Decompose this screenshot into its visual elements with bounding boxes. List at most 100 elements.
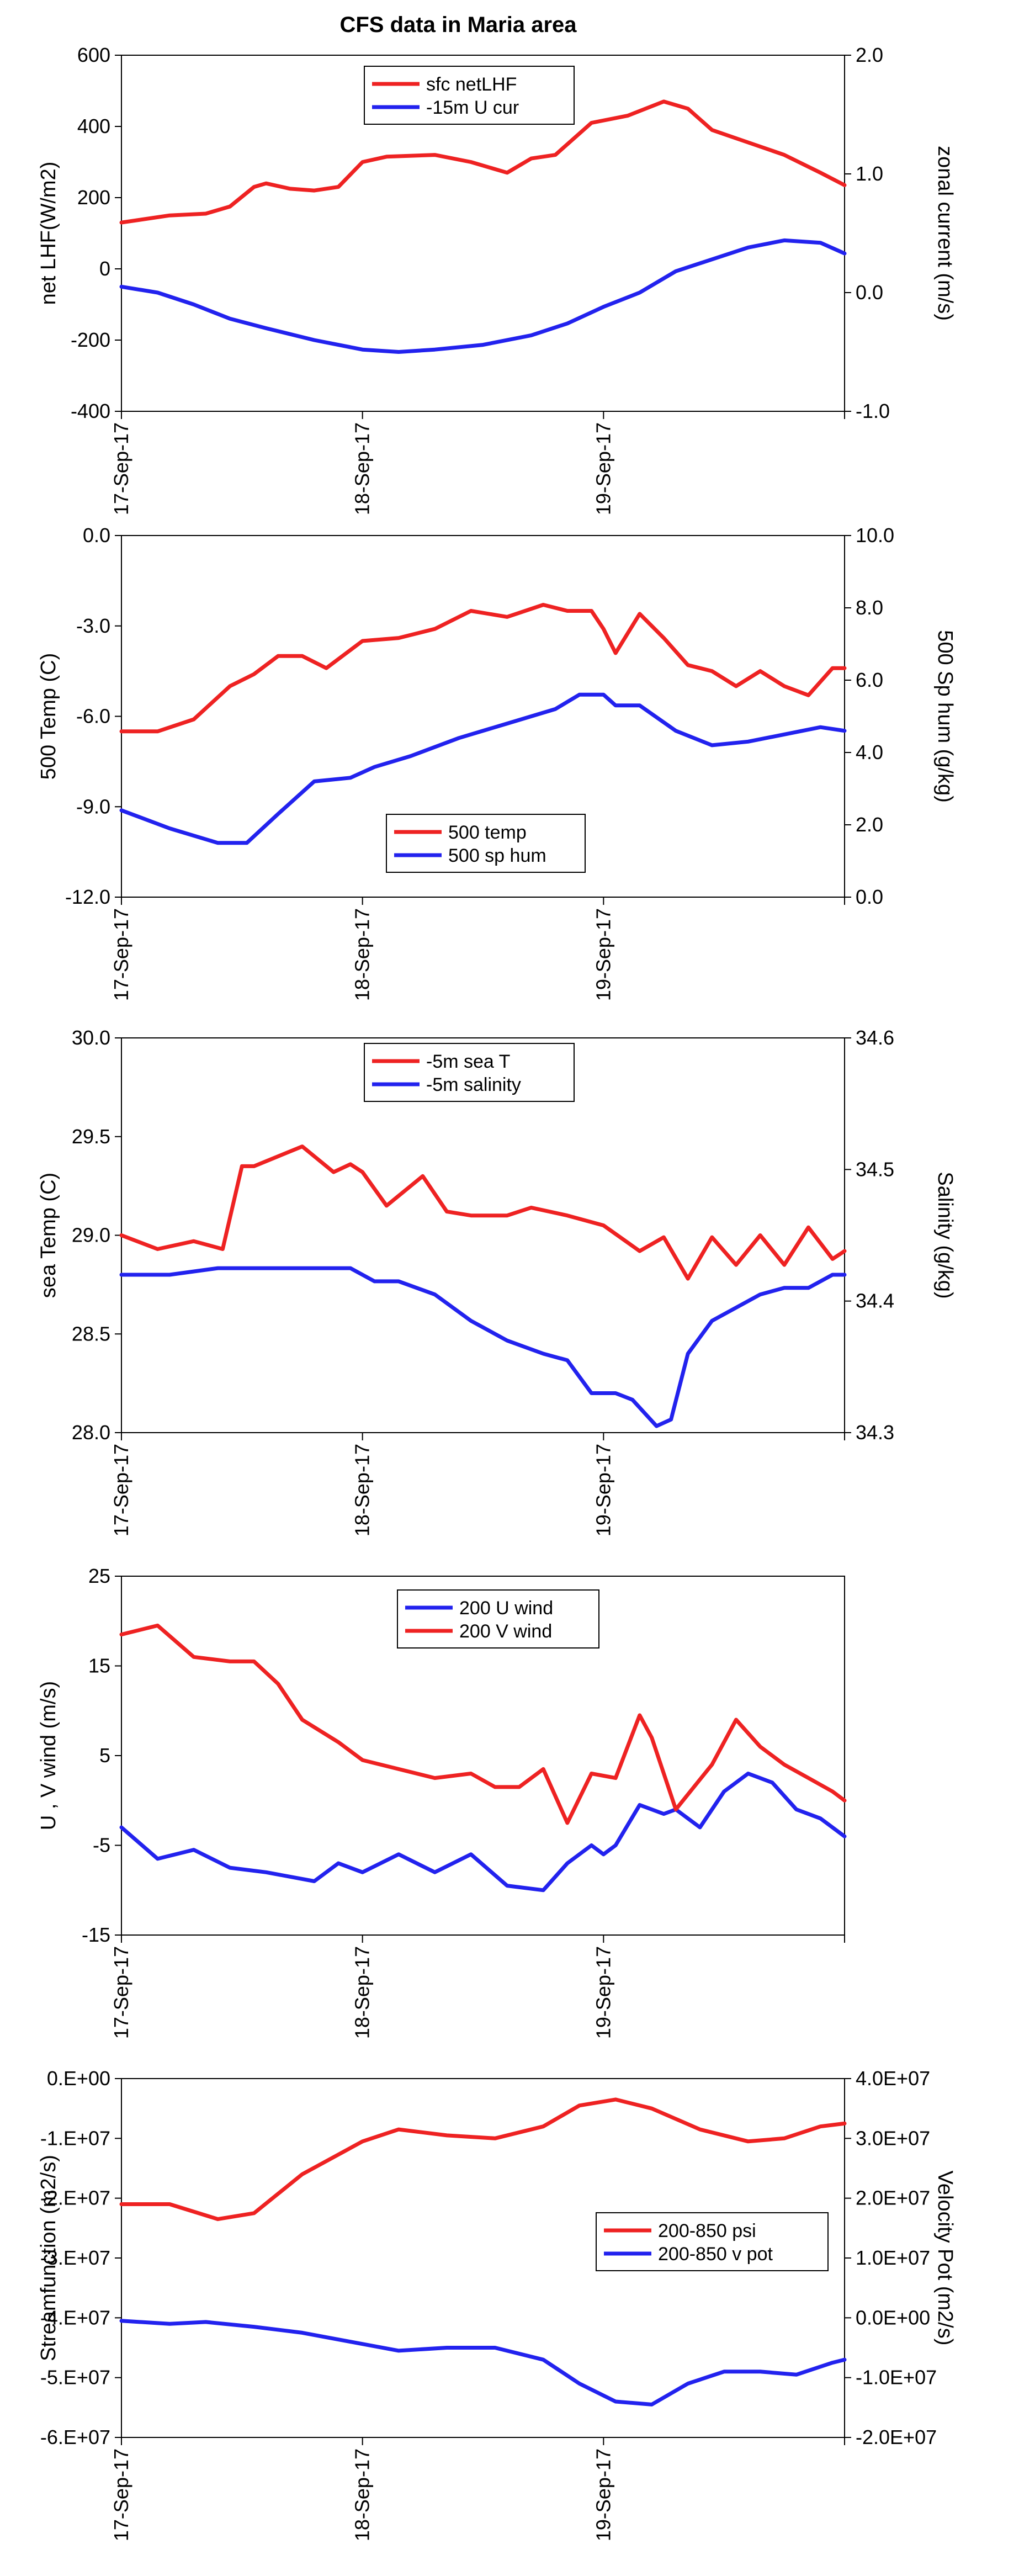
series-line-1 [119,2097,847,2222]
y-axis-label: Streamfunction (m2/s) [37,2155,60,2361]
y2-tick-label: 0.0 [856,281,883,304]
y-axis-label: 500 Temp (C) [37,653,60,780]
y-tick-label: -3.0 [76,614,110,637]
series-line-1 [119,1144,847,1281]
y2-tick-label: 34.6 [856,1026,894,1049]
y-tick-label: -6.0 [76,705,110,728]
y-tick-label: 600 [77,44,110,66]
y-tick-label: 0.E+00 [47,2067,110,2090]
legend-label: sfc netLHF [426,74,517,95]
legend-label: 200 V wind [459,1621,552,1642]
x-tick-label: 17-Sep-17 [110,1444,132,1536]
y-tick-label: -3.E+07 [40,2246,110,2269]
y-tick-label: 200 [77,186,110,209]
y-tick-label: -15 [82,1923,110,1946]
y-tick-label: -2.E+07 [40,2187,110,2209]
y-tick-label: 400 [77,115,110,137]
x-tick-label: 18-Sep-17 [351,1946,374,2039]
x-tick-label: 19-Sep-17 [592,422,614,515]
x-tick-label: 18-Sep-17 [351,908,374,1001]
y-tick-label: 30.0 [72,1026,110,1049]
y-tick-label: 29.5 [72,1125,110,1148]
legend-box [364,66,575,125]
y2-tick-label: -1.0 [856,400,890,422]
y-tick-label: -4.E+07 [40,2306,110,2329]
y2-tick-label: 4.0 [856,741,883,764]
y2-tick-label: 6.0 [856,669,883,691]
legend-label: -5m salinity [426,1074,521,1095]
legend-label: 200-850 psi [658,2220,756,2241]
y-axis-label: U , V wind (m/s) [37,1681,60,1830]
y2-tick-label: 34.5 [856,1158,894,1180]
y2-axis-label: Velocity Pot (m2/s) [933,2171,957,2346]
plot-frame [121,55,845,412]
chart-panels: 600 400 200 0 -200 -400 2.0 1.0 0.0 -1.0 17-Sep-17… [37,44,957,2541]
y-tick-label: -400 [71,400,110,422]
y2-tick-label: 8.0 [856,596,883,619]
chart-panel-3: 30.0 29.5 29.0 28.5 28.0 34.6 34.5 34.4 34.3 17-S… [37,1026,957,1536]
y2-tick-label: -2.0E+07 [856,2426,937,2448]
y-axis-label: sea Temp (C) [37,1173,60,1298]
y2-tick-label: 3.0E+07 [856,2127,930,2149]
y-axis-label: net LHF(W/m2) [37,162,60,305]
y-tick-label: 5 [99,1744,110,1767]
legend-box [596,2212,829,2271]
x-tick-label: 17-Sep-17 [110,2448,132,2541]
legend: sfc netLHF-15m U cur [364,66,575,125]
legend-box [397,1589,599,1649]
x-tick-label: 18-Sep-17 [351,1444,374,1536]
y2-tick-label: 2.0 [856,44,883,66]
legend-box [364,1043,575,1102]
y2-tick-label: 2.0 [856,813,883,836]
series-line-2 [119,1623,847,1825]
y-tick-label: 0.0 [83,524,110,547]
y-tick-label: 15 [88,1655,110,1677]
chart-panel-1: 600 400 200 0 -200 -400 2.0 1.0 0.0 -1.0 17-Sep-17… [37,44,957,515]
y2-tick-label: 10.0 [856,524,894,547]
y-tick-label: -5 [93,1834,110,1857]
y2-axis-label: zonal current (m/s) [933,146,957,321]
series-line-2 [119,1266,847,1428]
legend-label: -15m U cur [426,97,519,118]
legend-label: 500 sp hum [448,845,546,866]
series-line-1 [119,99,847,225]
x-tick-label: 17-Sep-17 [110,908,132,1001]
y2-tick-label: 0.0 [856,886,883,908]
y-tick-label: -5.E+07 [40,2366,110,2389]
x-tick-label: 17-Sep-17 [110,422,132,515]
x-tick-label: 17-Sep-17 [110,1946,132,2039]
y-tick-label: 28.0 [72,1421,110,1444]
legend-label: 500 temp [448,822,527,843]
series-line-1 [119,1772,847,1893]
legend-label: 200 U wind [459,1598,553,1619]
y2-tick-label: 2.0E+07 [856,2187,930,2209]
y2-tick-label: 1.0 [856,162,883,185]
legend: 200-850 psi 200-850 v pot [596,2212,829,2271]
y2-tick-label: 34.4 [856,1290,894,1312]
series-line-2 [119,2319,847,2407]
y-tick-label: -9.0 [76,795,110,818]
legend-box [386,814,586,873]
legend-label: 200-850 v pot [658,2244,773,2265]
y-tick-label: -1.E+07 [40,2127,110,2149]
x-tick-label: 19-Sep-17 [592,1444,614,1536]
y2-tick-label: 1.0E+07 [856,2246,930,2269]
series-line-2 [119,692,847,845]
chart-panel-2: 0.0 -3.0 -6.0 -9.0 -12.0 10.0 8.0 6.0 4.0 2.0 0.0 1… [37,524,957,1001]
x-tick-label: 19-Sep-17 [592,908,614,1001]
chart-panel-5: 0.E+00 -1.E+07 -2.E+07 -3.E+07 -4.E+07 -5.E+0… [37,2067,957,2541]
x-tick-label: 18-Sep-17 [351,422,374,515]
series-line-2 [119,238,847,354]
legend-label: -5m sea T [426,1051,510,1072]
legend: -5m sea T-5m salinity [364,1043,575,1102]
y-tick-label: -200 [71,328,110,351]
x-tick-label: 19-Sep-17 [592,2448,614,2541]
figure-title: CFS data in Maria area [339,13,577,37]
series-line-1 [119,603,847,734]
y-tick-label: 25 [88,1565,110,1587]
y-tick-label: 28.5 [72,1322,110,1345]
y-tick-label: -12.0 [65,886,110,908]
y-tick-label: -6.E+07 [40,2426,110,2448]
